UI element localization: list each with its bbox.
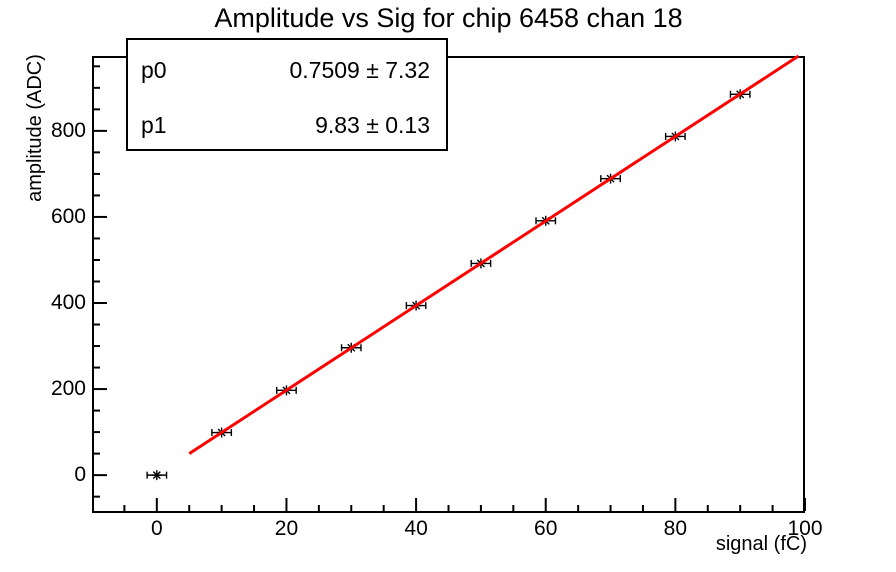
y-tick-label: 200 — [50, 377, 86, 401]
fit-param-name: p0 — [141, 57, 167, 83]
x-tick-label: 0 — [150, 517, 163, 540]
fit-param-row: p0 0.7509 ± 7.32 — [128, 55, 446, 85]
x-axis-title: signal (fC) — [715, 533, 807, 555]
fit-line — [188, 54, 800, 455]
y-tick-label: 800 — [50, 118, 86, 142]
fit-param-row: p1 9.83 ± 0.13 — [128, 110, 446, 140]
x-tick-label: 80 — [663, 517, 688, 540]
y-tick-label: 400 — [50, 291, 86, 314]
x-tick-label: 100 — [787, 517, 823, 540]
plot-frame — [92, 56, 805, 513]
data-marker — [152, 471, 161, 480]
fit-param-value: 9.83 ± 0.13 — [315, 112, 430, 138]
x-tick-label: 40 — [404, 517, 428, 540]
fit-stats-box: p0 0.7509 ± 7.32 p1 9.83 ± 0.13 — [126, 38, 448, 151]
x-tick-label: 20 — [274, 517, 299, 540]
x-tick-label: 60 — [534, 517, 558, 540]
y-tick-label: 0 — [74, 463, 86, 487]
chart-title: Amplitude vs Sig for chip 6458 chan 18 — [214, 3, 683, 33]
fit-param-name: p1 — [141, 112, 167, 138]
fit-param-value: 0.7509 ± 7.32 — [289, 57, 430, 83]
y-tick-label: 600 — [50, 204, 86, 228]
